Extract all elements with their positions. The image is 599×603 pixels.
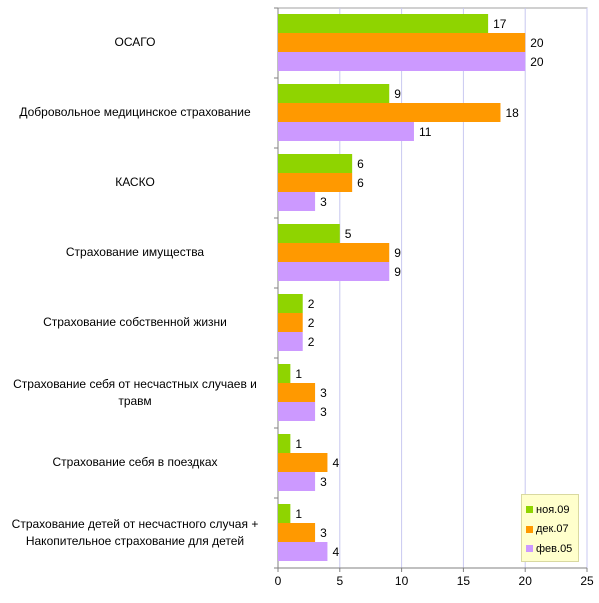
bar-2-5 (278, 313, 303, 332)
category-label-2: Добровольное медицинское страхование (19, 105, 251, 119)
x-tick-label-1: 5 (336, 574, 343, 588)
category-label-1: ОСАГО (114, 35, 156, 49)
bar-1-5 (278, 294, 303, 313)
bar-3-4 (278, 262, 390, 281)
category-label-8: Страхование детей от несчастного случая … (11, 516, 259, 548)
bar-1-8 (278, 504, 291, 523)
legend-item-series-3: фев.05 (526, 539, 578, 559)
x-tick-label-2: 10 (395, 574, 409, 588)
bar-2-6 (278, 383, 316, 402)
bar-3-1 (278, 52, 526, 71)
data-label-1-3: 6 (357, 157, 364, 171)
data-label-3-7: 3 (320, 475, 327, 489)
legend-swatch-series-3 (526, 545, 533, 553)
data-label-1-2: 9 (394, 87, 401, 101)
bar-2-4 (278, 243, 390, 262)
bar-2-8 (278, 523, 316, 542)
data-label-1-6: 1 (295, 367, 302, 381)
legend-label-series-3: фев.05 (536, 542, 573, 555)
bar-1-7 (278, 434, 291, 453)
bar-1-4 (278, 224, 340, 243)
category-label-7: Страхование себя в поездках (52, 455, 218, 469)
bar-3-6 (278, 402, 316, 421)
legend: ноя.09 дек.07 фев.05 (521, 494, 579, 562)
data-label-3-1: 20 (530, 55, 544, 69)
bar-2-7 (278, 453, 328, 472)
x-tick-label-0: 0 (275, 574, 282, 588)
data-label-1-4: 5 (345, 227, 352, 241)
data-label-3-5: 2 (308, 335, 315, 349)
bar-1-3 (278, 154, 353, 173)
bar-1-6 (278, 364, 291, 383)
legend-item-series-1: ноя.09 (526, 500, 578, 520)
data-label-2-5: 2 (308, 316, 315, 330)
legend-label-series-2: дек.07 (536, 523, 569, 536)
data-label-3-2: 11 (419, 125, 432, 139)
data-label-2-3: 6 (357, 176, 364, 190)
legend-label-series-1: ноя.09 (536, 503, 570, 516)
data-label-2-1: 20 (530, 36, 544, 50)
bar-3-8 (278, 542, 328, 561)
data-label-2-4: 9 (394, 246, 401, 260)
x-tick-label-3: 15 (457, 574, 471, 588)
legend-swatch-series-1 (526, 506, 533, 514)
bar-1-2 (278, 84, 390, 103)
data-label-1-8: 1 (295, 507, 302, 521)
data-label-2-6: 3 (320, 386, 327, 400)
category-label-5: Страхование собственной жизни (43, 315, 227, 329)
data-label-2-8: 3 (320, 526, 327, 540)
data-label-1-7: 1 (295, 437, 302, 451)
legend-item-series-2: дек.07 (526, 520, 578, 540)
category-label-3: КАСКО (115, 175, 155, 189)
bar-3-3 (278, 192, 316, 211)
bar-2-3 (278, 173, 353, 192)
x-tick-label-5: 25 (580, 574, 594, 588)
data-label-1-5: 2 (308, 297, 315, 311)
data-label-3-8: 4 (332, 545, 339, 559)
data-label-3-3: 3 (320, 195, 327, 209)
data-label-3-4: 9 (394, 265, 401, 279)
x-tick-label-4: 20 (519, 574, 533, 588)
bar-2-2 (278, 103, 501, 122)
bar-3-5 (278, 332, 303, 351)
bar-3-2 (278, 122, 414, 141)
data-label-2-7: 4 (332, 456, 339, 470)
data-label-1-1: 17 (493, 17, 507, 31)
bar-3-7 (278, 472, 316, 491)
legend-swatch-series-2 (526, 525, 533, 533)
category-label-6: Страхование себя от несчастных случаев и… (13, 376, 257, 408)
bar-1-1 (278, 14, 489, 33)
data-label-3-6: 3 (320, 405, 327, 419)
bar-2-1 (278, 33, 526, 52)
data-label-2-2: 18 (505, 106, 519, 120)
category-label-4: Страхование имущества (65, 245, 205, 259)
